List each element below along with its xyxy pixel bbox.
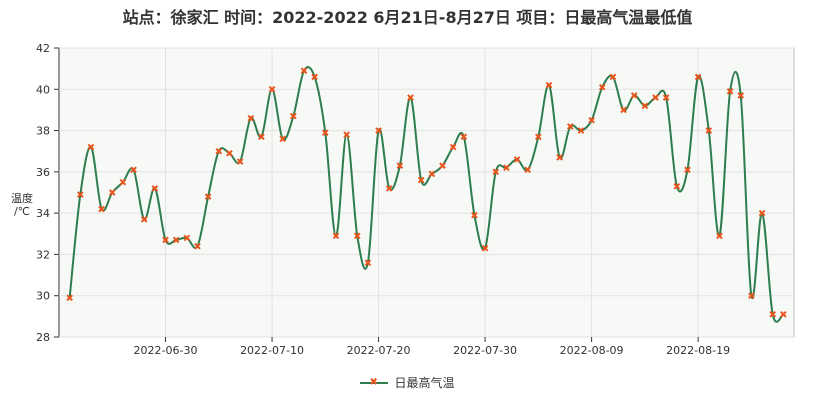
x-tick-label: 2022-08-19 <box>666 344 730 357</box>
data-point-marker[interactable] <box>172 236 180 244</box>
data-point-marker[interactable] <box>290 112 297 120</box>
data-point-marker[interactable] <box>588 116 595 124</box>
x-tick-label: 2022-07-20 <box>347 344 411 357</box>
data-point-marker[interactable] <box>428 170 436 178</box>
data-point-marker[interactable] <box>503 164 510 172</box>
data-point-marker[interactable] <box>769 310 777 318</box>
data-point-marker[interactable] <box>673 182 681 190</box>
y-tick-label: 38 <box>36 125 50 138</box>
x-tick-label: 2022-06-30 <box>134 344 198 357</box>
data-point-marker[interactable] <box>321 129 329 136</box>
data-point-marker[interactable] <box>247 114 255 122</box>
data-point-marker[interactable] <box>108 189 116 196</box>
data-point-marker[interactable] <box>417 176 425 184</box>
y-tick-label: 42 <box>36 42 50 55</box>
data-point-marker[interactable] <box>556 154 563 161</box>
data-point-marker[interactable] <box>694 73 702 81</box>
data-point-marker[interactable] <box>311 73 318 81</box>
data-point-marker[interactable] <box>194 242 201 250</box>
legend-swatch: ✖ <box>360 376 389 389</box>
data-point-marker[interactable] <box>630 92 638 99</box>
data-point-marker[interactable] <box>151 185 159 192</box>
data-point-marker[interactable] <box>609 73 617 81</box>
data-point-marker[interactable] <box>300 67 308 75</box>
data-point-marker[interactable] <box>76 191 84 198</box>
data-point-marker[interactable] <box>236 158 244 165</box>
data-point-marker[interactable] <box>258 133 265 141</box>
data-point-marker[interactable] <box>524 166 532 174</box>
data-point-marker[interactable] <box>375 127 382 134</box>
data-point-marker[interactable] <box>641 102 649 110</box>
data-point-marker[interactable] <box>66 294 73 302</box>
data-point-marker[interactable] <box>545 81 553 89</box>
x-tick-label: 2022-08-09 <box>560 344 624 357</box>
data-point-marker[interactable] <box>460 133 468 141</box>
legend-marker-icon: ✖ <box>369 376 378 388</box>
data-point-marker[interactable] <box>162 236 169 244</box>
data-point-marker[interactable] <box>140 216 148 223</box>
grid <box>59 47 794 338</box>
data-point-marker[interactable] <box>449 143 457 151</box>
plot-background <box>58 47 795 338</box>
data-point-marker[interactable] <box>204 193 212 200</box>
data-point-marker[interactable] <box>87 143 95 151</box>
data-point-marker[interactable] <box>343 131 350 139</box>
data-point-marker[interactable] <box>726 88 734 95</box>
data-point-marker[interactable] <box>385 185 393 192</box>
y-axis-label: 温度 /℃ <box>11 192 33 218</box>
data-point-marker[interactable] <box>407 94 414 101</box>
data-point-marker[interactable] <box>577 127 585 134</box>
y-tick-label: 30 <box>36 290 50 303</box>
legend-line <box>360 381 389 384</box>
data-point-marker[interactable] <box>620 106 627 114</box>
y-tick-label: 34 <box>36 207 50 220</box>
y-tick-label: 32 <box>36 248 50 261</box>
data-point-marker[interactable] <box>471 211 478 219</box>
data-point-marker[interactable] <box>598 83 606 91</box>
data-point-marker[interactable] <box>215 147 223 155</box>
data-point-marker[interactable] <box>705 127 713 134</box>
data-point-marker[interactable] <box>268 85 276 93</box>
y-tick-label: 36 <box>36 166 50 179</box>
data-point-marker[interactable] <box>662 94 670 101</box>
data-point-marker[interactable] <box>439 162 446 169</box>
data-point-marker[interactable] <box>481 244 489 252</box>
x-tick-label: 2022-07-30 <box>453 344 517 357</box>
data-point-marker[interactable] <box>566 123 574 130</box>
x-tick-label: 2022-07-10 <box>240 344 304 357</box>
chart-title: 站点：徐家汇 时间：2022-2022 6月21日-8月27日 项目：日最高气温… <box>122 8 693 27</box>
data-point-marker[interactable] <box>748 292 755 300</box>
y-tick-label: 28 <box>36 331 50 344</box>
data-point-marker[interactable] <box>716 232 723 240</box>
data-point-marker[interactable] <box>758 209 766 217</box>
legend[interactable]: ✖ 日最高气温 <box>0 374 815 391</box>
legend-label: 日最高气温 <box>394 376 455 390</box>
data-point-marker[interactable] <box>119 178 127 186</box>
series-markers <box>66 67 787 318</box>
data-point-marker[interactable] <box>737 92 745 99</box>
data-point-marker[interactable] <box>684 166 691 174</box>
y-axis-ticks: 28 30 32 34 36 38 40 42 <box>36 42 59 344</box>
data-point-marker[interactable] <box>535 133 542 141</box>
data-point-marker[interactable] <box>492 168 500 176</box>
data-point-marker[interactable] <box>279 135 287 143</box>
y-tick-label: 40 <box>36 83 50 96</box>
x-axis-ticks: 2022-06-30 2022-07-10 2022-07-20 2022-07-30… <box>134 337 730 357</box>
data-point-marker[interactable] <box>98 205 105 213</box>
data-point-marker[interactable] <box>513 156 521 163</box>
data-point-marker[interactable] <box>130 166 137 174</box>
data-point-marker[interactable] <box>780 310 787 318</box>
data-point-marker[interactable] <box>183 234 191 242</box>
data-point-marker[interactable] <box>396 162 404 169</box>
data-point-marker[interactable] <box>364 259 372 266</box>
data-point-marker[interactable] <box>332 232 340 240</box>
data-point-marker[interactable] <box>353 232 361 240</box>
data-point-marker[interactable] <box>652 94 659 101</box>
data-point-marker[interactable] <box>226 149 233 157</box>
